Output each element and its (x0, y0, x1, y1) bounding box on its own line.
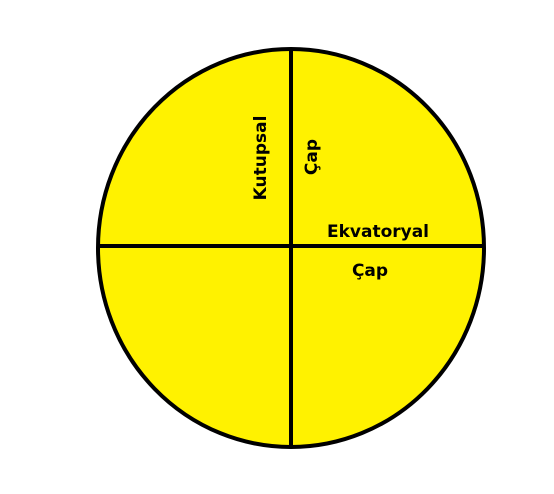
equatorial-label-cap: Çap (352, 261, 388, 281)
polar-label-cap: Çap (302, 139, 322, 175)
equatorial-label-ekvatoryal: Ekvatoryal (327, 222, 429, 242)
polar-label-kutupsal: Kutupsal (251, 116, 271, 201)
